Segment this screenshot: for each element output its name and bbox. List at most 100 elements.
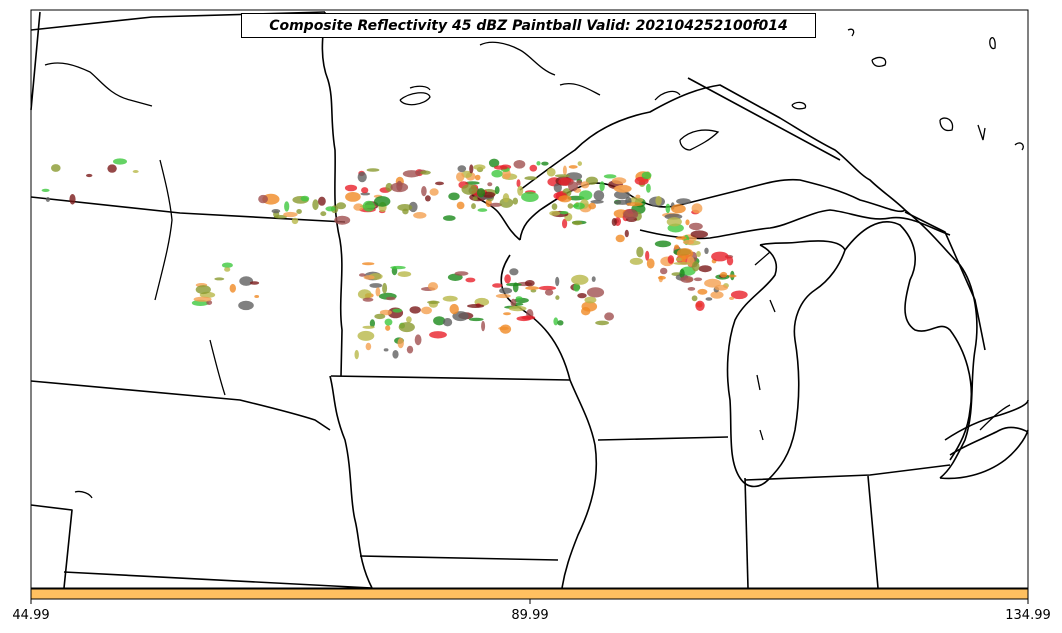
colorbar bbox=[31, 589, 1028, 599]
storm-cell bbox=[530, 165, 538, 172]
storm-cell bbox=[683, 240, 694, 245]
storm-cell bbox=[691, 230, 708, 238]
storm-cell bbox=[406, 316, 412, 323]
storm-cell bbox=[107, 164, 116, 172]
storm-cell bbox=[399, 322, 415, 332]
storm-cell bbox=[572, 221, 582, 225]
storm-cell bbox=[429, 331, 447, 338]
storm-cell bbox=[301, 196, 310, 202]
storm-cell bbox=[696, 251, 701, 257]
storm-cell bbox=[363, 298, 374, 302]
storm-cell bbox=[398, 271, 412, 277]
storm-cell bbox=[214, 277, 224, 280]
storm-cell bbox=[536, 161, 540, 165]
storm-cell bbox=[612, 177, 626, 184]
storm-cell bbox=[46, 197, 50, 202]
storm-cell bbox=[366, 343, 372, 351]
storm-cell bbox=[420, 171, 430, 175]
storm-cell bbox=[133, 170, 139, 173]
storm-cell bbox=[86, 174, 92, 177]
storm-cell bbox=[604, 312, 614, 320]
storm-cell bbox=[386, 297, 396, 301]
storm-cell bbox=[706, 297, 713, 301]
storm-cell bbox=[685, 219, 689, 225]
storm-cell bbox=[475, 175, 481, 181]
storm-cell bbox=[577, 293, 586, 298]
storm-cell bbox=[196, 285, 211, 294]
storm-cell bbox=[560, 211, 569, 214]
storm-cell bbox=[636, 247, 643, 258]
storm-cell bbox=[573, 204, 579, 207]
storm-cell bbox=[448, 193, 459, 201]
storm-cell bbox=[504, 274, 511, 283]
storm-cell bbox=[491, 170, 502, 178]
storm-cell bbox=[625, 230, 629, 238]
storm-cell bbox=[506, 283, 522, 286]
storm-cell bbox=[385, 325, 390, 331]
storm-cell bbox=[647, 258, 655, 268]
storm-cell bbox=[727, 256, 733, 265]
map-title: Composite Reflectivity 45 dBZ Paintball … bbox=[241, 13, 816, 38]
storm-cell bbox=[374, 314, 385, 319]
storm-cell bbox=[655, 241, 671, 248]
storm-cell bbox=[272, 209, 281, 213]
storm-cell bbox=[720, 272, 727, 278]
storm-cell bbox=[674, 262, 691, 265]
storm-cell bbox=[623, 209, 638, 219]
storm-cell bbox=[584, 297, 596, 304]
storm-cell bbox=[729, 297, 734, 300]
storm-cell bbox=[711, 252, 729, 262]
storm-cell bbox=[51, 164, 61, 172]
storm-cell bbox=[569, 165, 578, 169]
storm-cell bbox=[455, 271, 469, 276]
storm-cell bbox=[358, 172, 367, 182]
storm-cell bbox=[467, 304, 484, 308]
storm-cell bbox=[699, 265, 712, 272]
storm-cell bbox=[230, 284, 236, 293]
storm-cell bbox=[676, 198, 691, 204]
colorbar-tick-label-mid: 89.99 bbox=[511, 608, 548, 623]
storm-cell bbox=[222, 263, 233, 268]
storm-cell bbox=[415, 334, 422, 345]
storm-cell bbox=[312, 199, 318, 210]
storm-cell bbox=[477, 188, 485, 197]
storm-cell bbox=[363, 201, 375, 212]
storm-cell bbox=[499, 288, 512, 294]
storm-cell bbox=[503, 312, 511, 315]
storm-cell bbox=[407, 346, 413, 354]
storm-cell bbox=[471, 203, 476, 209]
storm-cell bbox=[402, 209, 408, 215]
storm-cell bbox=[517, 186, 523, 196]
storm-cell bbox=[392, 350, 398, 359]
storm-cell bbox=[374, 196, 390, 207]
storm-cell bbox=[382, 283, 387, 294]
storm-cell bbox=[254, 295, 259, 298]
storm-cell bbox=[587, 287, 604, 297]
storm-cell bbox=[457, 202, 465, 210]
storm-cell bbox=[671, 204, 686, 213]
storm-cell bbox=[581, 307, 590, 315]
storm-cell bbox=[398, 338, 404, 348]
storm-cell bbox=[384, 348, 389, 351]
storm-cell bbox=[553, 317, 558, 325]
storm-cell bbox=[692, 203, 703, 213]
storm-cell bbox=[511, 299, 517, 307]
storm-cell bbox=[391, 183, 409, 193]
storm-cell bbox=[594, 190, 605, 201]
storm-cell bbox=[296, 209, 302, 214]
storm-cell bbox=[367, 168, 380, 172]
storm-cell bbox=[524, 176, 537, 180]
storm-cell bbox=[557, 320, 563, 325]
map-frame bbox=[31, 10, 1028, 588]
storm-cell bbox=[496, 294, 511, 298]
storm-cell bbox=[413, 212, 426, 219]
storm-cell bbox=[421, 307, 432, 315]
colorbar-tick-label-max: 134.99 bbox=[1005, 608, 1051, 623]
storm-cell bbox=[616, 235, 625, 243]
storm-cell bbox=[325, 206, 335, 211]
storm-cell bbox=[588, 203, 596, 210]
storm-cell bbox=[345, 185, 357, 192]
storm-cell bbox=[358, 331, 375, 341]
storm-cell bbox=[667, 217, 682, 226]
